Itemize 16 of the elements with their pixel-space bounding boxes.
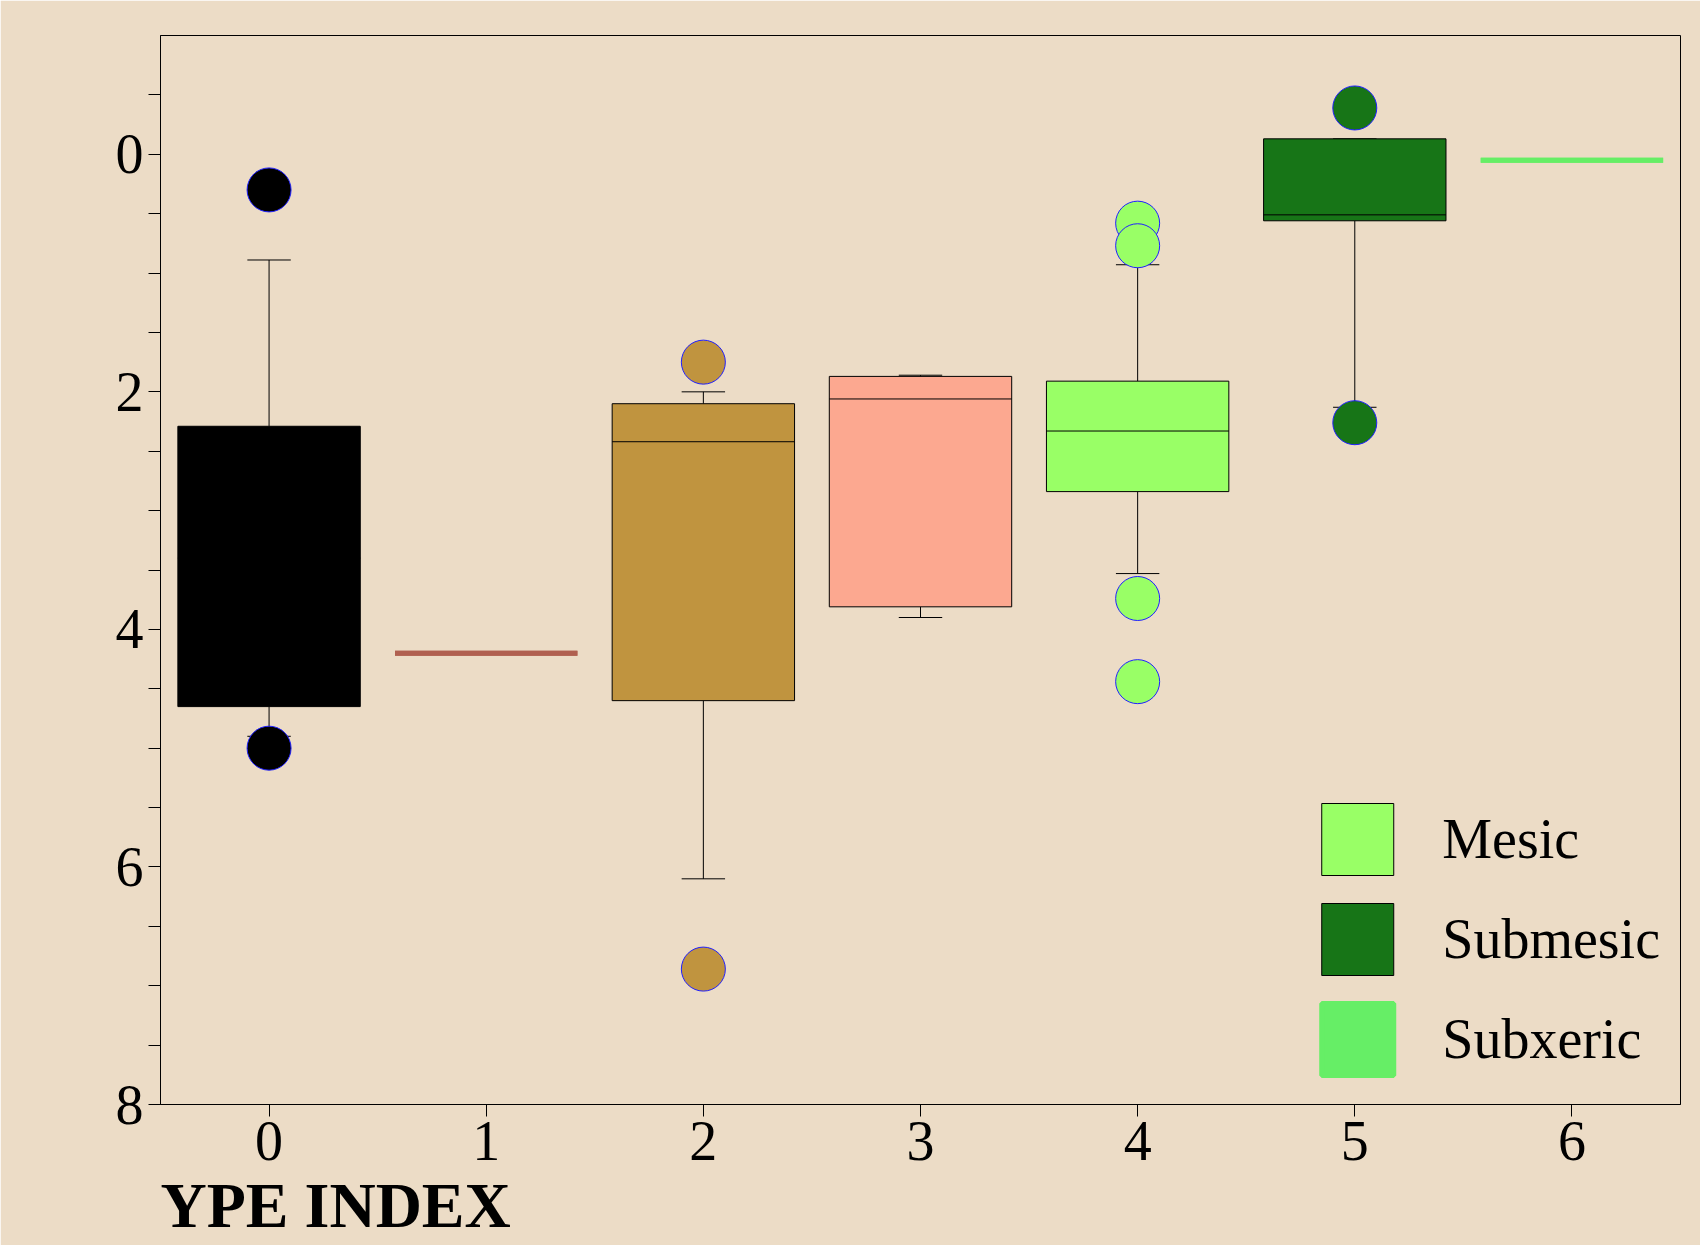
x-tick-label: 1 <box>472 1109 501 1172</box>
legend-label: Submesic <box>1442 907 1660 971</box>
y-tick-label: 0 <box>115 123 144 186</box>
x-tick-label: 2 <box>689 1109 718 1172</box>
x-tick-label: 6 <box>1557 1109 1586 1172</box>
y-tick-label: 2 <box>115 360 144 423</box>
x-tick-label: 0 <box>255 1109 284 1172</box>
x-axis-title: YPE INDEX <box>160 1169 511 1241</box>
x-tick-label: 5 <box>1340 1109 1369 1172</box>
x-tick-label: 4 <box>1123 1109 1152 1172</box>
y-tick-label: 6 <box>115 835 144 898</box>
y-tick-label: 8 <box>115 1073 144 1136</box>
legend-label: Subxeric <box>1442 1007 1642 1071</box>
x-tick-label: 3 <box>906 1109 935 1172</box>
legend-label: Mesic <box>1442 807 1580 871</box>
y-tick-label: 4 <box>115 598 144 661</box>
